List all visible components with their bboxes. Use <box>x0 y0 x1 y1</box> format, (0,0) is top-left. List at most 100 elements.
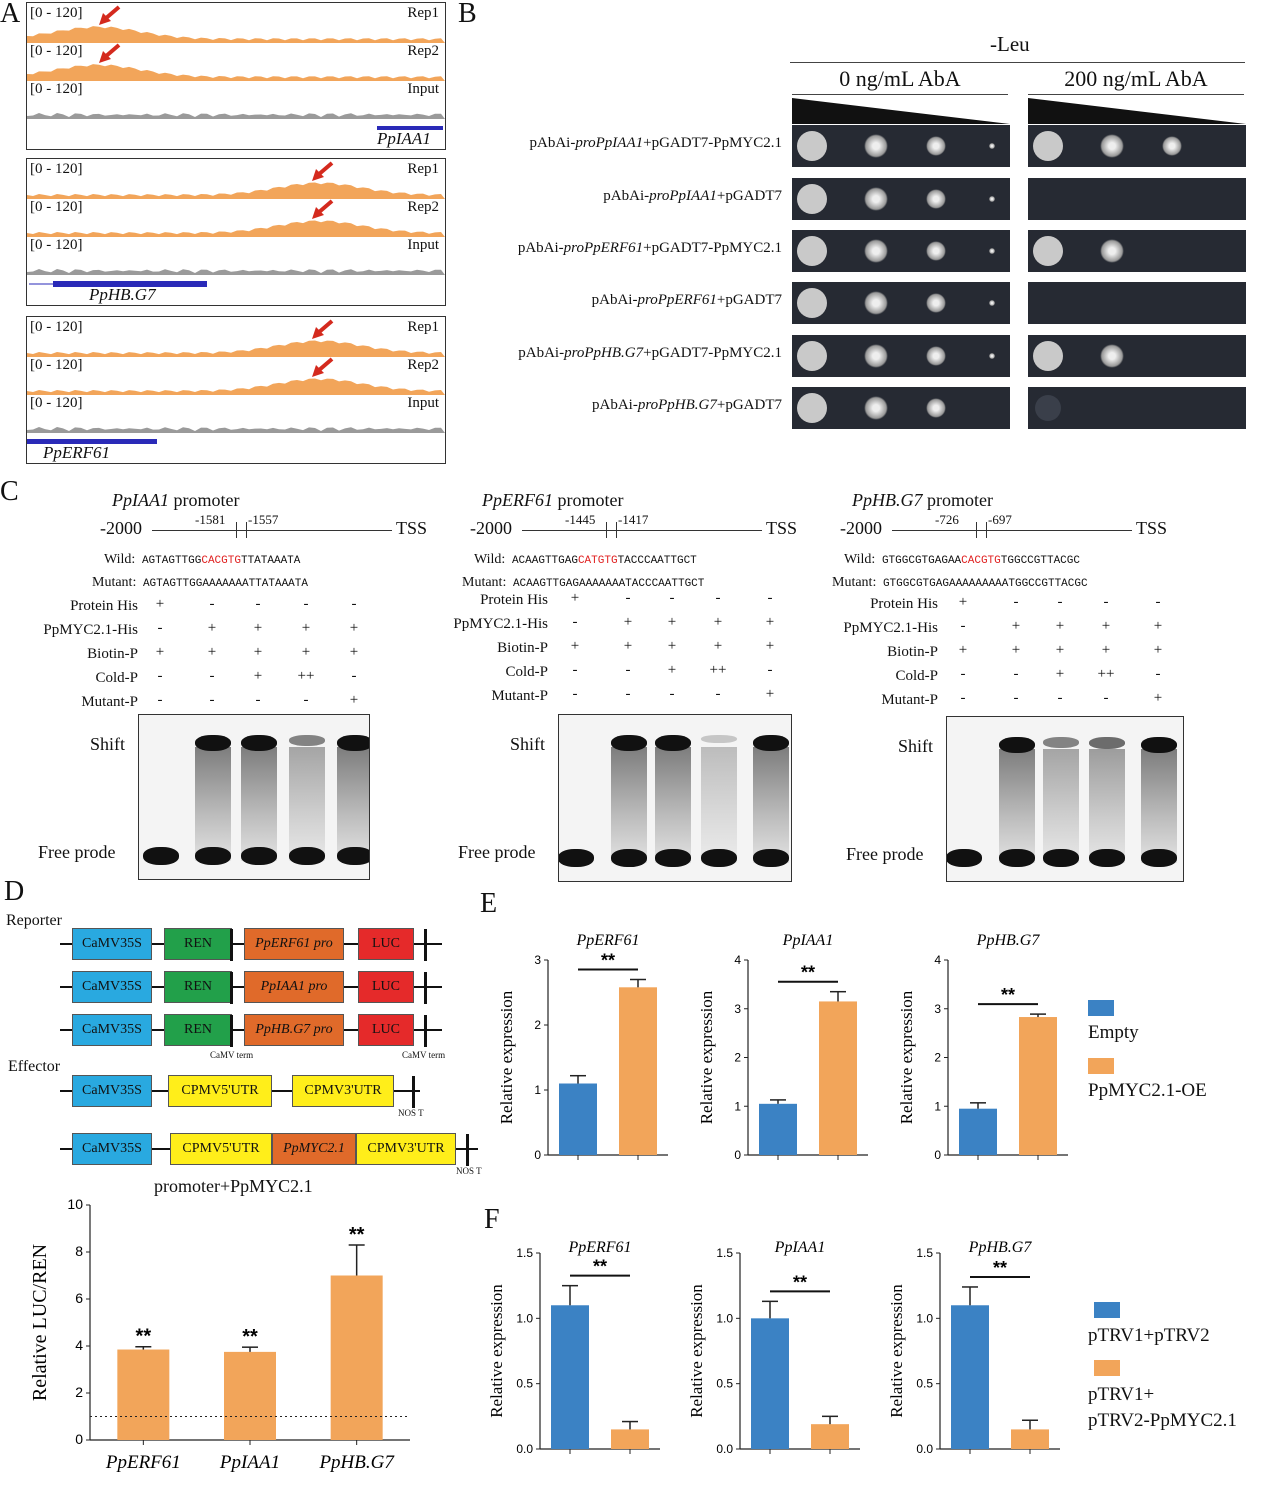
terminator-mark <box>230 972 233 1004</box>
emsa-gel <box>138 714 370 880</box>
chart-title: PpHB.G7 <box>976 932 1041 949</box>
y-tick-label: 2 <box>934 1051 941 1065</box>
wild-seq-b: TTATAAATA <box>240 555 301 567</box>
ren-box: REN <box>164 971 232 1003</box>
camv35s-box: CaMV35S <box>72 1014 152 1046</box>
shift-band <box>1141 737 1177 753</box>
promoter-title: PpHB.G7 promoter <box>852 490 993 511</box>
free-probe-band <box>337 847 369 865</box>
free-probe-label: Free prode <box>38 842 116 862</box>
yeast-colony <box>926 398 946 418</box>
reagent-sign: - <box>669 686 675 702</box>
construct-suffix: +pGADT7 <box>716 397 782 413</box>
yeast-colony <box>926 189 946 209</box>
signal-peak <box>27 378 445 395</box>
input-signal <box>27 269 445 275</box>
y-axis-label: Relative expression <box>897 990 916 1124</box>
reagent-label: PpMYC2.1-His <box>453 616 548 632</box>
shift-band <box>1043 737 1079 748</box>
reagent-sign: - <box>1103 594 1109 610</box>
promoter-tss: TSS <box>396 518 428 538</box>
y-tick-label: 0 <box>534 1148 541 1162</box>
reagent-sign: + <box>1011 618 1021 634</box>
emsa-gel <box>946 716 1184 882</box>
reagent-sign: + <box>713 614 723 630</box>
y-axis-label: Relative expression <box>697 990 716 1124</box>
y-tick-label: 1.0 <box>516 1311 533 1325</box>
legend-f-swatch-0 <box>1094 1302 1120 1318</box>
ren-box: REN <box>164 928 232 960</box>
y-axis-label: Relative expression <box>887 1284 906 1418</box>
arrow-icon <box>99 5 121 25</box>
reagent-sign: - <box>1013 666 1019 682</box>
shift-label: Shift <box>90 734 126 754</box>
y-tick-label: 3 <box>534 953 541 967</box>
arrow-icon <box>311 199 333 219</box>
yeast-colony <box>1033 236 1063 266</box>
yeast-colony <box>797 131 827 161</box>
yeast-colony <box>989 353 995 359</box>
y-tick-label: 0.0 <box>916 1442 933 1456</box>
wild-label: Wild: <box>104 552 136 567</box>
wild-sequence: Wild: ACAAGTTGAGCATGTGTACCCAATTGCT <box>474 552 697 568</box>
wild-label: Wild: <box>844 552 876 567</box>
arrow-icon <box>311 161 333 181</box>
input-signal <box>27 113 445 119</box>
medium-underline <box>790 62 1245 63</box>
chip-track-box-2: [0 - 120] Rep1 [0 - 120] Rep2 [0 - 120] Input… <box>26 316 446 464</box>
ren-box: REN <box>164 1014 232 1046</box>
mutant-seq: GTGGCGTGAGAAAAAAAAATGGCCGTTACGC <box>882 578 1088 590</box>
chip-track-box-0: [0 - 120] Rep1 [0 - 120] Rep2 [0 - 120] Input… <box>26 2 446 150</box>
emsa-gel <box>558 714 792 882</box>
reagent-sign: - <box>625 590 631 606</box>
chart-title: PpERF61 <box>567 1239 631 1256</box>
construct-suffix: +pGADT7 <box>716 188 782 204</box>
camv35s-box: CaMV35S <box>72 1133 152 1165</box>
significance-mark: ** <box>1001 985 1015 1005</box>
reagent-sign: + <box>623 614 633 630</box>
mutant-sequence: Mutant: GTGGCGTGAGAAAAAAAAATGGCCGTTACGC <box>832 575 1088 591</box>
construct-promoter: proPpIAA1 <box>649 188 717 204</box>
shift-band <box>1089 737 1125 749</box>
promoter-suffix: promoter <box>552 490 624 510</box>
reagent-sign: + <box>765 638 775 654</box>
dilution-wedge-0 <box>792 98 1010 124</box>
yeast-plate-5-0 <box>792 387 1010 429</box>
yeast-plate-2-1 <box>1028 230 1246 272</box>
reagent-sign: + <box>207 620 217 636</box>
free-probe-label: Free prode <box>846 844 924 864</box>
reagent-sign: + <box>667 638 677 654</box>
oe-chart-iaa1: 0 1 2 3 4 Relative expression PpIAA1 ** <box>697 932 868 1162</box>
wild-seq-a: GTGGCGTGAGAA <box>881 555 962 567</box>
free-probe-band <box>1043 849 1079 867</box>
legend-e-label-0: Empty <box>1088 1022 1139 1043</box>
chart-title: PpHB.G7 <box>968 1239 1033 1256</box>
effector-label: Effector <box>8 1058 61 1075</box>
luc-box: LUC <box>358 1014 414 1046</box>
bar <box>619 987 657 1155</box>
track-range: [0 - 120] <box>30 43 83 59</box>
reagent-sign: + <box>1153 690 1163 706</box>
reagent-sign: + <box>155 596 165 612</box>
reagent-sign: - <box>767 662 773 678</box>
y-axis-label: Relative expression <box>487 1284 506 1418</box>
arrow-icon <box>311 319 333 339</box>
yeast-colony <box>1100 239 1124 263</box>
yeast-colony <box>797 288 827 318</box>
track-tag: Input <box>407 237 439 253</box>
construct-promoter: proPpERF61 <box>637 292 717 308</box>
reagent-sign: - <box>157 668 163 684</box>
promoter-line <box>892 530 1132 531</box>
reagent-sign: - <box>1057 690 1063 706</box>
yeast-colony <box>1100 344 1124 368</box>
nos-label: NOS T <box>398 1108 424 1118</box>
reagent-sign: + <box>1101 618 1111 634</box>
terminator-mark <box>424 929 427 961</box>
bar <box>1011 1429 1049 1449</box>
y-tick-label: 3 <box>934 1002 941 1016</box>
nos-label: NOS T <box>456 1166 482 1176</box>
free-probe-band <box>195 847 231 865</box>
y-tick-label: 0 <box>75 1431 83 1447</box>
y-tick-label: 8 <box>75 1243 83 1259</box>
legend-e-label-1: PpMYC2.1-OE <box>1088 1080 1207 1101</box>
